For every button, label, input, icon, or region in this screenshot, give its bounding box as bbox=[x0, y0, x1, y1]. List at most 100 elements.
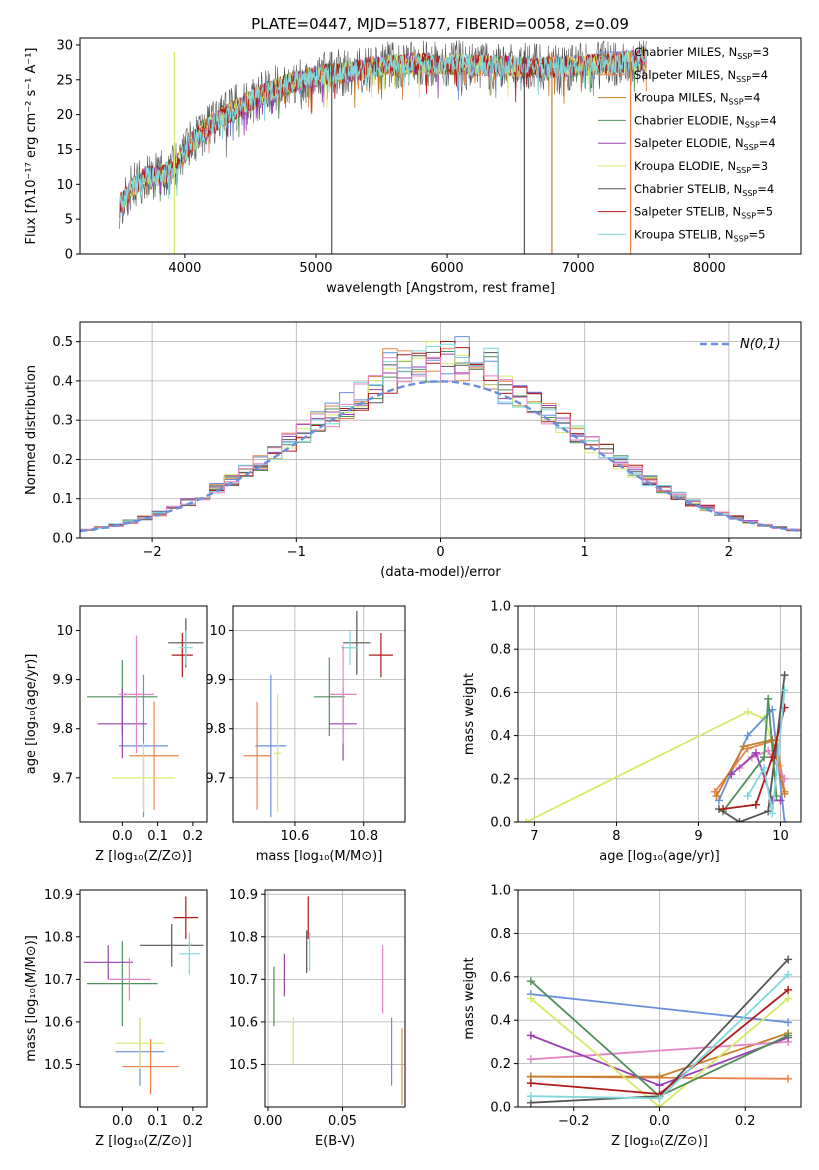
massweight_vs_age-ylabel: mass weight bbox=[462, 673, 477, 755]
massweight_vs_age-frame bbox=[517, 605, 802, 823]
residuals-xtick-label: 2 bbox=[725, 545, 733, 560]
massweight_vs_age-point-marker bbox=[727, 770, 736, 779]
age_vs_Z-frame bbox=[79, 605, 208, 823]
massweight_vs_Z-point-marker bbox=[655, 1081, 664, 1090]
age_vs_Z-plot-area bbox=[87, 618, 204, 818]
spectrum-xtick-label: 6000 bbox=[431, 261, 464, 276]
age_vs_mass-ytick-label: 9.7 bbox=[205, 771, 226, 786]
massweight_vs_Z-series-line bbox=[530, 997, 789, 1107]
massweight_vs_Z-ytick-label: 0.4 bbox=[490, 1014, 511, 1029]
massweight_vs_age-point-marker bbox=[760, 764, 769, 772]
massweight_vs_Z-xtick-label: −0.2 bbox=[558, 1114, 590, 1129]
age_vs_Z-xtick-label: 0.2 bbox=[183, 829, 204, 844]
spectrum-xtick-label: 7000 bbox=[562, 261, 595, 276]
massweight_vs_age-series-line bbox=[525, 710, 782, 822]
mass_vs_ebv-frame bbox=[264, 889, 406, 1108]
massweight_vs_age-point-marker bbox=[743, 792, 752, 801]
spectrum-legend-entry: Salpeter ELODIE, NSSP=4 bbox=[634, 136, 776, 152]
massweight_vs_Z-ytick-label: 0.0 bbox=[490, 1101, 511, 1116]
mass_vs_ebv-ytick-label: 10.7 bbox=[229, 973, 258, 988]
mass_vs_Z-xtick-label: 0.0 bbox=[112, 1114, 133, 1129]
massweight_vs_Z-point-marker bbox=[655, 1103, 664, 1107]
mass_vs_ebv-ytick-label: 10.5 bbox=[229, 1058, 258, 1073]
spectrum-ytick-label: 20 bbox=[56, 108, 73, 123]
age_vs_Z-ylabel: age [log₁₀(age/yr)] bbox=[24, 654, 39, 775]
massweight_vs_age-ytick-label: 1.0 bbox=[490, 600, 511, 615]
age_vs_mass-ytick-label: 9.9 bbox=[205, 673, 226, 688]
residuals-xtick-label: −1 bbox=[287, 545, 306, 560]
massweight_vs_age-point-marker bbox=[768, 809, 777, 818]
massweight_vs_age-ytick-label: 0.0 bbox=[490, 816, 511, 831]
massweight_vs_Z-point-marker bbox=[784, 1031, 793, 1040]
spectrum-legend-entry: Kroupa ELODIE, NSSP=3 bbox=[634, 159, 768, 175]
massweight_vs_age-point-marker bbox=[776, 796, 785, 805]
gaussian-reference-curve bbox=[80, 380, 801, 533]
massweight_vs_age-point-marker bbox=[780, 686, 789, 695]
age_vs_mass-xlabel: mass [log₁₀(M/M⊙)] bbox=[256, 849, 383, 864]
residuals-frame bbox=[79, 321, 802, 539]
massweight_vs_age-ytick-label: 0.8 bbox=[490, 643, 511, 658]
mass_vs_Z-ylabel: mass [log₁₀(M/M⊙)] bbox=[24, 935, 39, 1062]
massweight_vs_Z-series-line bbox=[530, 1041, 789, 1061]
age_vs_mass-xtick-label: 10.8 bbox=[349, 829, 378, 844]
age_vs_mass-plot-area bbox=[243, 610, 393, 818]
massweight_vs_Z-frame bbox=[517, 889, 802, 1108]
massweight_vs_age-series-line bbox=[746, 690, 786, 814]
massweight_vs_age-point-marker bbox=[760, 753, 769, 762]
spectrum-ytick-label: 30 bbox=[56, 38, 73, 53]
mass_vs_Z-xlabel: Z [log₁₀(Z/Z⊙)] bbox=[95, 1134, 192, 1149]
spectrum-legend-entry: Chabrier MILES, NSSP=3 bbox=[634, 45, 769, 61]
spectrum-xlabel: wavelength [Angstrom, rest frame] bbox=[326, 281, 555, 296]
massweight_vs_Z-point-marker bbox=[784, 994, 793, 1003]
massweight_vs_age-point-marker bbox=[719, 805, 728, 814]
massweight_vs_age-point-marker bbox=[735, 818, 744, 822]
massweight_vs_Z-point-marker bbox=[784, 970, 793, 979]
massweight_vs_age-point-marker bbox=[780, 671, 789, 680]
age_vs_mass-frame bbox=[232, 605, 406, 823]
age_vs_Z-panel: 0.0 0.1 0.2 9.7 9.8 9.9 10 Z [log₁₀(Z/Z⊙)] age [… bbox=[24, 605, 208, 864]
spectrum-ylabel: Flux [fλ10⁻¹⁷ erg cm⁻² s⁻¹ A⁻¹] bbox=[24, 48, 39, 245]
massweight_vs_age-point-marker bbox=[714, 796, 723, 805]
spectrum-plot-area bbox=[118, 40, 647, 254]
massweight_vs_age-series-line bbox=[722, 707, 786, 810]
spectrum-frame bbox=[79, 37, 802, 255]
massweight_vs_Z-ytick-label: 0.6 bbox=[490, 970, 511, 985]
massweight_vs_age-series-line bbox=[722, 698, 778, 812]
massweight_vs_age-point-marker bbox=[743, 707, 752, 716]
massweight_vs_Z-point-marker bbox=[784, 1018, 793, 1027]
spectrum-legend-entry: Kroupa STELIB, NSSP=5 bbox=[634, 227, 765, 243]
massweight_vs_age-xtick-label: 7 bbox=[530, 829, 538, 844]
residual-histogram-step bbox=[80, 356, 801, 533]
spectrum-ytick-label: 0 bbox=[65, 248, 73, 263]
mass_vs_Z-ytick-label: 10.9 bbox=[44, 888, 73, 903]
mass_vs_Z-panel: 0.0 0.1 0.2 10.5 10.6 10.7 10.8 10.9 Z [log₁₀(Z/… bbox=[24, 888, 208, 1149]
massweight_vs_age-panel: 7 8 9 10 0.0 0.2 0.4 0.6 0.8 1.0 age [log₁₀(age/yr… bbox=[462, 600, 802, 864]
age_vs_Z-ytick-label: 10 bbox=[56, 624, 73, 639]
massweight_vs_age-point-marker bbox=[780, 789, 789, 798]
residuals-ytick-label: 0.3 bbox=[52, 414, 73, 429]
massweight_vs_age-xlabel: age [log₁₀(age/yr)] bbox=[599, 849, 720, 864]
massweight_vs_age-point-marker bbox=[739, 742, 748, 751]
massweight_vs_Z-ytick-label: 0.2 bbox=[490, 1057, 511, 1072]
residual-legend-entry: N(0,1) bbox=[740, 337, 781, 352]
massweight_vs_age-xtick-label: 8 bbox=[612, 829, 620, 844]
massweight_vs_Z-ytick-label: 0.8 bbox=[490, 927, 511, 942]
residuals-xtick-label: 1 bbox=[581, 545, 589, 560]
massweight_vs_Z-plot-area bbox=[526, 955, 793, 1107]
massweight_vs_Z-point-marker bbox=[526, 1092, 535, 1101]
figure-title: PLATE=0447, MJD=51877, FIBERID=0058, z=0… bbox=[251, 15, 629, 33]
age_vs_mass-ytick-label: 10 bbox=[209, 624, 226, 639]
massweight_vs_age-point-marker bbox=[712, 792, 721, 801]
mass_vs_Z-ytick-label: 10.6 bbox=[44, 1015, 73, 1030]
massweight_vs_Z-point-marker bbox=[655, 1072, 664, 1081]
massweight_vs_Z-point-marker bbox=[526, 1055, 535, 1064]
massweight_vs_age-point-marker bbox=[780, 818, 789, 822]
massweight_vs_age-ytick-label: 0.4 bbox=[490, 729, 511, 744]
mass_vs_ebv-panel: 0.00 0.05 10.5 10.6 10.7 10.8 10.9 E(B-V) bbox=[229, 888, 406, 1149]
age_vs_Z-xtick-label: 0.0 bbox=[112, 829, 133, 844]
spectrum-ytick-label: 25 bbox=[56, 73, 73, 88]
massweight_vs_Z-ylabel: mass weight bbox=[462, 957, 477, 1039]
massweight_vs_age-point-marker bbox=[743, 731, 752, 740]
age_vs_Z-ytick-label: 9.8 bbox=[52, 722, 73, 737]
